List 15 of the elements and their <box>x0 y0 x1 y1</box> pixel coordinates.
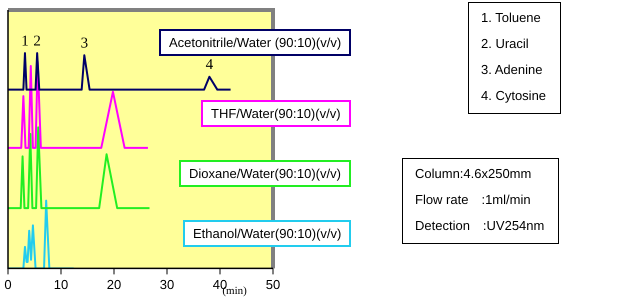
text: Ethanol/Water(90:10)(v/v) <box>183 220 352 248</box>
annotation: 1 <box>21 34 29 50</box>
x-tick-label: 10 <box>54 276 68 292</box>
x-tick-label: 0 <box>4 276 12 292</box>
annotation: 2 <box>33 34 41 50</box>
text: Acetonitrile/Water (90:10)(v/v) <box>159 28 352 56</box>
annotation: 4 <box>206 57 214 74</box>
annotation: 3 <box>80 36 88 52</box>
x-tick-label: 20 <box>106 276 122 292</box>
text: Column:4.6x250mm Flow rate :1ml/min Detection :UV254nm <box>402 158 560 244</box>
text: 1. Toluene 2. Uracil 3. Adenine 4. Cytosine <box>468 2 562 114</box>
x-tick-label: 30 <box>160 276 174 292</box>
text: Dioxane/Water(90:10)(v/v) <box>179 160 351 188</box>
text: THF/Water(90:10)(v/v) <box>201 100 351 127</box>
x-tick-label: 50 <box>266 276 280 292</box>
